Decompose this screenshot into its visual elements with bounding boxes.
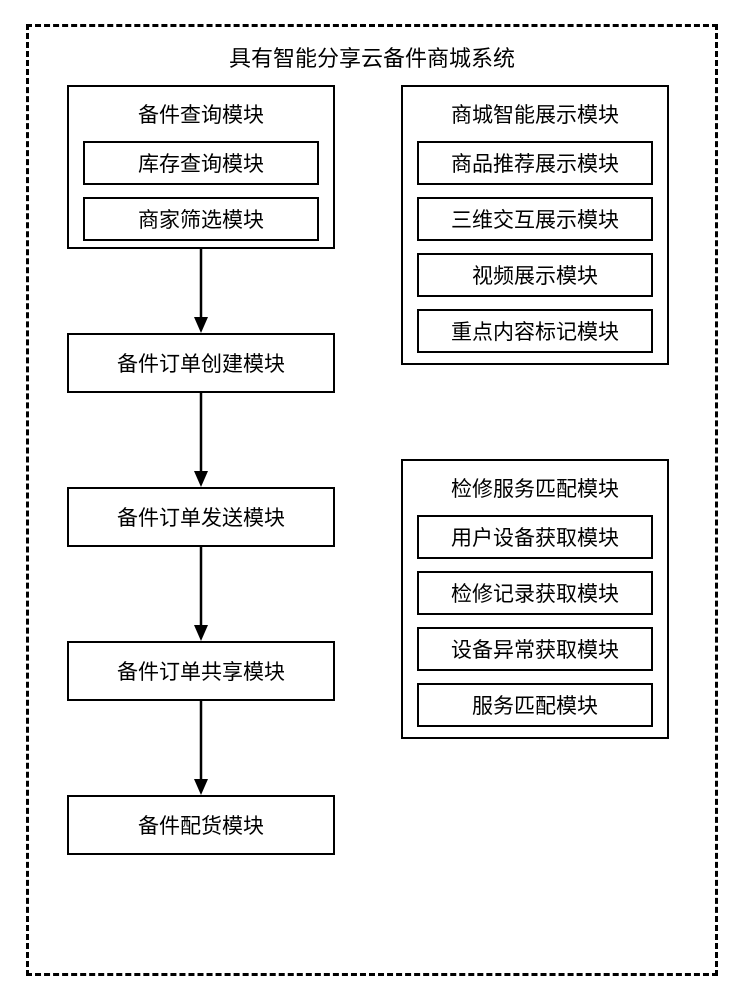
node-dispatch: 备件配货模块 (67, 795, 335, 855)
node-order-create: 备件订单创建模块 (67, 333, 335, 393)
system-title: 具有智能分享云备件商城系统 (29, 41, 715, 73)
group-display-title: 商城智能展示模块 (403, 99, 667, 129)
sub-video: 视频展示模块 (417, 253, 653, 297)
sub-3d: 三维交互展示模块 (417, 197, 653, 241)
sub-merchant-filter: 商家筛选模块 (83, 197, 319, 241)
sub-user-device: 用户设备获取模块 (417, 515, 653, 559)
group-display: 商城智能展示模块 商品推荐展示模块 三维交互展示模块 视频展示模块 重点内容标记… (401, 85, 669, 365)
sub-device-abnorm: 设备异常获取模块 (417, 627, 653, 671)
group-query: 备件查询模块 库存查询模块 商家筛选模块 (67, 85, 335, 249)
sub-highlight: 重点内容标记模块 (417, 309, 653, 353)
node-order-send: 备件订单发送模块 (67, 487, 335, 547)
system-container: 具有智能分享云备件商城系统 备件查询模块 库存查询模块 商家筛选模块 备件订单创… (26, 24, 718, 976)
group-maintenance: 检修服务匹配模块 用户设备获取模块 检修记录获取模块 设备异常获取模块 服务匹配… (401, 459, 669, 739)
sub-repair-record: 检修记录获取模块 (417, 571, 653, 615)
sub-inventory-query: 库存查询模块 (83, 141, 319, 185)
sub-service-match: 服务匹配模块 (417, 683, 653, 727)
group-maintenance-title: 检修服务匹配模块 (403, 473, 667, 503)
sub-recommend: 商品推荐展示模块 (417, 141, 653, 185)
node-order-share: 备件订单共享模块 (67, 641, 335, 701)
group-query-title: 备件查询模块 (69, 99, 333, 129)
